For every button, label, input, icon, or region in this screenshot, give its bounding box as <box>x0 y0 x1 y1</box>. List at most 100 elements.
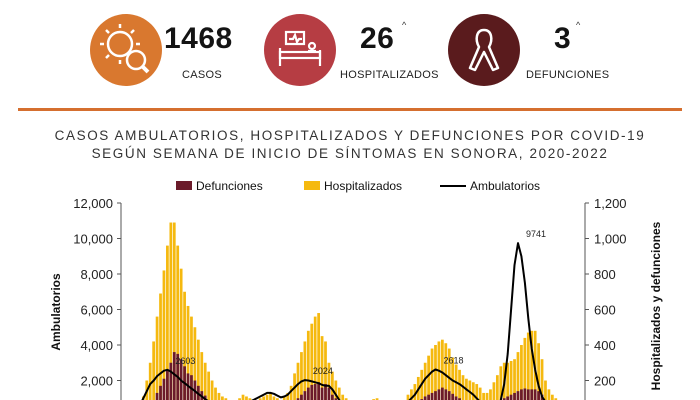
bar-defunciones <box>324 384 327 400</box>
bar-hospitalizados <box>375 398 379 400</box>
bar-defunciones <box>313 384 317 400</box>
bar-hospitalizados <box>196 339 200 400</box>
bar-hospitalizados <box>485 392 489 400</box>
bar-defunciones <box>296 398 300 400</box>
line-ambulatorios <box>141 242 546 400</box>
bar-hospitalizados <box>410 389 413 400</box>
bar-hospitalizados <box>289 385 293 400</box>
stat-hospitalizados: 26 ^ HOSPITALIZADOS <box>264 14 444 86</box>
bar-defunciones <box>166 369 169 400</box>
bar-hospitalizados <box>262 396 266 400</box>
bar-defunciones <box>502 398 506 400</box>
bar-defunciones <box>203 395 207 400</box>
stat-hospitalizados-sup: ^ <box>402 20 407 30</box>
left-tick-label: 8,000 <box>80 267 113 282</box>
bar-hospitalizados <box>155 316 159 400</box>
bar-defunciones <box>430 392 434 400</box>
divider-line <box>18 108 682 111</box>
bar-defunciones <box>526 389 530 400</box>
bar-hospitalizados <box>238 398 241 400</box>
bar-hospitalizados <box>282 396 286 400</box>
bar-hospitalizados <box>471 382 475 400</box>
bar-hospitalizados <box>269 392 272 400</box>
bar-hospitalizados <box>468 380 472 400</box>
bar-hospitalizados <box>320 336 324 400</box>
left-tick-label: 10,000 <box>73 232 113 247</box>
bar-defunciones <box>440 387 444 400</box>
bar-defunciones <box>155 392 159 400</box>
bar-defunciones <box>423 396 427 400</box>
bar-hospitalizados <box>334 380 338 400</box>
stat-hospitalizados-number: 26 <box>360 22 395 55</box>
bar-hospitalizados <box>207 371 211 400</box>
chart-subtitle: SEGÚN SEMANA DE INICIO DE SÍNTOMAS EN SO… <box>91 146 609 161</box>
right-tick-label: 600 <box>594 303 616 318</box>
bar-hospitalizados <box>248 398 252 400</box>
awareness-ribbon-icon <box>468 28 500 72</box>
bar-hospitalizados <box>344 398 348 400</box>
bar-hospitalizados <box>296 362 300 400</box>
bar-hospitalizados <box>482 392 485 400</box>
bar-hospitalizados <box>172 222 176 400</box>
bar-defunciones <box>434 391 437 400</box>
legend-label-3: Ambulatorios <box>470 179 540 193</box>
bar-hospitalizados <box>444 343 448 400</box>
bar-defunciones <box>327 387 331 400</box>
bar-defunciones <box>320 387 324 400</box>
bar-hospitalizados <box>210 380 214 400</box>
bar-hospitalizados <box>341 394 345 400</box>
bar-hospitalizados <box>272 396 276 400</box>
bar-hospitalizados <box>203 362 207 400</box>
chart-title: CASOS AMBULATORIOS, HOSPITALIZADOS Y DEF… <box>54 128 646 143</box>
bar-hospitalizados <box>186 305 190 400</box>
bar-hospitalizados <box>245 396 248 400</box>
bar-defunciones <box>533 389 537 400</box>
left-tick-label: 12,000 <box>73 196 113 211</box>
bar-hospitalizados <box>183 291 186 400</box>
bar-hospitalizados <box>306 330 310 400</box>
bar-hospitalizados <box>544 380 547 400</box>
peak-annotation-3: 2618 <box>443 356 463 366</box>
bar-hospitalizados <box>221 396 224 400</box>
bar-defunciones <box>306 387 310 400</box>
bar-hospitalizados <box>303 341 307 400</box>
bar-hospitalizados <box>440 339 444 400</box>
legend-swatch-2 <box>304 181 320 190</box>
bar-hospitalizados <box>434 345 437 400</box>
bar-defunciones <box>444 389 448 400</box>
bar-hospitalizados <box>516 352 520 400</box>
bar-hospitalizados <box>550 394 554 400</box>
bar-hospitalizados <box>451 357 455 400</box>
bar-hospitalizados <box>423 362 427 400</box>
legend-label-1: Defunciones <box>196 179 263 193</box>
bar-hospitalizados <box>169 222 173 400</box>
right-axis-title: Hospitalizados y defunciones <box>649 221 663 390</box>
bar-hospitalizados <box>217 392 221 400</box>
legend-swatch-1 <box>176 181 192 190</box>
bar-hospitalizados <box>430 348 434 400</box>
bar-hospitalizados <box>337 387 341 400</box>
bar-hospitalizados <box>310 323 314 400</box>
bar-hospitalizados <box>241 394 245 400</box>
bar-hospitalizados <box>478 387 482 400</box>
bar-hospitalizados <box>540 359 544 400</box>
bar-hospitalizados <box>224 398 228 400</box>
left-tick-label: 4,000 <box>80 338 113 353</box>
right-tick-label: 1,000 <box>594 232 627 247</box>
bar-hospitalizados <box>406 394 410 400</box>
bar-hospitalizados <box>526 332 530 400</box>
bar-defunciones <box>537 391 540 400</box>
bar-hospitalizados <box>506 362 510 400</box>
bar-hospitalizados <box>547 389 551 400</box>
bar-hospitalizados <box>489 389 492 400</box>
stat-casos: 1468 CASOS <box>90 14 250 86</box>
bar-hospitalizados <box>214 387 217 400</box>
bar-defunciones <box>317 382 321 400</box>
left-tick-label: 2,000 <box>80 374 113 389</box>
stat-defunciones-label: DEFUNCIONES <box>526 69 610 81</box>
bar-hospitalizados <box>495 375 499 400</box>
bar-hospitalizados <box>193 327 197 400</box>
bar-defunciones <box>427 394 430 400</box>
bar-hospitalizados <box>509 360 513 400</box>
